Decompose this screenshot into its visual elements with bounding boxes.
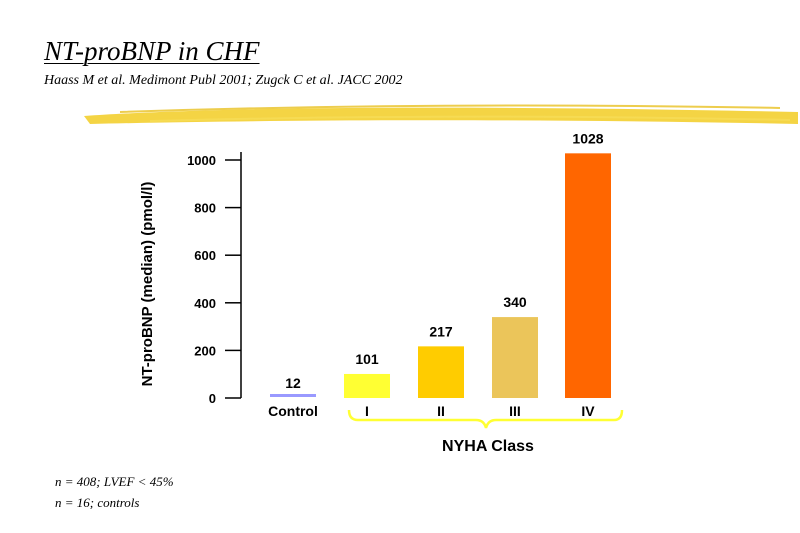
footnote-patients: n = 408; LVEF < 45% xyxy=(55,474,174,489)
bar-ii xyxy=(418,346,464,398)
bar-iv xyxy=(565,153,611,398)
category-label: I xyxy=(365,403,369,419)
y-tick-label: 600 xyxy=(194,248,216,263)
data-label: 340 xyxy=(503,294,527,310)
bar-control xyxy=(270,394,316,397)
data-label: 12 xyxy=(285,375,301,391)
y-tick-label: 0 xyxy=(209,391,216,406)
labels-group: 12 Control 101 I 217 II 340 III 1028 IV xyxy=(268,130,604,419)
bar-i xyxy=(344,373,390,398)
data-label: 1028 xyxy=(572,130,603,146)
y-axis: 0 200 400 600 800 1000 xyxy=(187,152,242,406)
page-title: NT-proBNP in CHF xyxy=(44,36,260,66)
footnotes: n = 408; LVEF < 45% n = 16; controls xyxy=(55,471,174,513)
category-label: Control xyxy=(268,403,318,419)
data-label: 217 xyxy=(429,323,453,339)
data-label: 101 xyxy=(355,351,379,367)
highlighter-stroke xyxy=(84,104,798,124)
category-label: III xyxy=(509,403,521,419)
y-tick-label: 400 xyxy=(194,296,216,311)
y-tick-label: 800 xyxy=(194,201,216,216)
citation-subtitle: Haass M et al. Medimont Publ 2001; Zugck… xyxy=(44,73,403,88)
y-axis-title: NT-proBNP (median) (pmol/l) xyxy=(139,182,156,387)
bars-group xyxy=(270,153,611,398)
nyha-class-label: NYHA Class xyxy=(442,438,534,455)
y-tick-label: 1000 xyxy=(187,153,216,168)
category-label: II xyxy=(437,403,445,419)
bar-iii xyxy=(492,317,538,398)
nyha-bracket xyxy=(347,409,624,429)
footnote-controls: n = 16; controls xyxy=(55,495,140,510)
y-tick-label: 200 xyxy=(194,343,216,358)
category-label: IV xyxy=(581,403,595,419)
